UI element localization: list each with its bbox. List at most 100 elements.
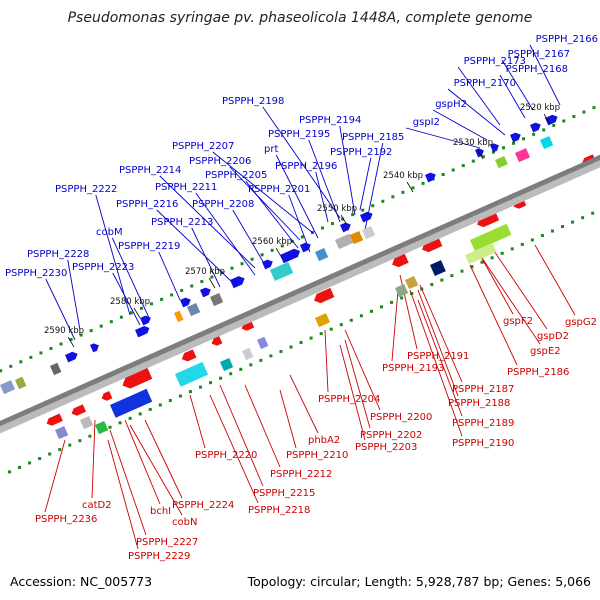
track-tick <box>520 242 524 246</box>
track-tick <box>562 119 566 123</box>
track-tick <box>512 141 516 145</box>
gene-leader-reverse <box>409 289 463 437</box>
gene-label-forward: PSPPH_2192 <box>330 147 392 158</box>
track-tick <box>500 251 504 255</box>
track-tick <box>481 155 485 159</box>
gene-feature <box>175 361 209 387</box>
track-tick <box>591 211 595 215</box>
track-tick <box>401 190 405 194</box>
track-tick <box>592 106 596 110</box>
kbp-leader <box>133 307 141 319</box>
gene-leader-forward <box>501 59 534 111</box>
gene-feature <box>210 292 224 307</box>
gene-feature <box>362 225 376 240</box>
gene-feature <box>79 415 94 430</box>
track-tick <box>561 225 565 229</box>
gene-label-reverse: PSPPH_2193 <box>382 363 444 374</box>
gene-forward <box>490 143 499 153</box>
gene-label-forward: PSPPH_2208 <box>192 199 254 210</box>
gene-label-reverse: PSPPH_2186 <box>507 367 569 378</box>
gene-feature <box>430 260 446 276</box>
track-tick <box>128 416 132 420</box>
track-tick <box>369 309 373 313</box>
track-tick <box>349 318 353 322</box>
gene-leader-reverse <box>109 429 147 536</box>
kbp-label: 2590 kbp <box>44 326 84 336</box>
track-tick <box>421 181 425 185</box>
gene-label-reverse: PSPPH_2236 <box>35 514 97 525</box>
gene-label-forward: PSPPH_2230 <box>5 268 67 279</box>
gene-leader-reverse <box>324 329 329 393</box>
gene-label-reverse: PSPPH_2203 <box>355 442 417 453</box>
kbp-label: 2540 kbp <box>383 171 423 181</box>
gene-leader-reverse <box>279 389 297 449</box>
gene-label-forward: PSPPH_2185 <box>342 132 404 143</box>
gene-forward <box>140 315 151 326</box>
track-tick <box>341 217 345 221</box>
gene-label-reverse: PSPPH_2191 <box>407 351 469 362</box>
gene-label-reverse: gspE2 <box>530 346 561 357</box>
gene-label-reverse: PSPPH_2227 <box>136 537 198 548</box>
track-tick <box>451 168 455 172</box>
track-tick <box>450 274 454 278</box>
track-tick <box>532 132 536 136</box>
track-tick <box>199 385 203 389</box>
track-tick <box>390 300 394 304</box>
track-tick <box>69 338 73 342</box>
track-tick <box>0 369 3 373</box>
topology-text: Topology: circular; Length: 5,928,787 bp… <box>247 574 591 589</box>
gene-leader-reverse <box>91 419 96 499</box>
gene-forward <box>280 248 301 264</box>
gene-leader-forward <box>45 278 76 341</box>
track-tick <box>571 220 575 224</box>
gene-leader-reverse <box>417 299 463 417</box>
gene-label-forward: PSPPH_2223 <box>72 262 134 273</box>
track-tick <box>329 327 333 331</box>
gene-label-reverse: PSPPH_2202 <box>360 430 422 441</box>
track-tick <box>160 297 164 301</box>
track-tick <box>88 434 92 438</box>
gene-label-reverse: gspD2 <box>537 331 569 342</box>
gene-label-forward: PSPPH_2211 <box>155 182 217 193</box>
gene-feature <box>173 310 184 323</box>
track-tick <box>7 470 11 474</box>
gene-label-forward: PSPPH_2194 <box>299 115 361 126</box>
track-tick <box>170 293 174 297</box>
gene-leader-forward <box>499 74 526 119</box>
gene-label-forward: PSPPH_2201 <box>248 184 310 195</box>
gene-label-reverse: PSPPH_2229 <box>128 551 190 562</box>
gene-leader-reverse <box>469 264 518 366</box>
track-tick <box>79 333 83 337</box>
track-tick <box>400 296 404 300</box>
track-tick <box>361 208 365 212</box>
gene-label-forward: PSPPH_2222 <box>55 184 117 195</box>
track-tick <box>230 266 234 270</box>
track-tick <box>430 283 434 287</box>
gene-forward <box>300 242 311 253</box>
track-tick <box>19 360 23 364</box>
gene-forward <box>530 122 541 133</box>
gene-leader-forward <box>158 251 181 301</box>
track-tick <box>351 213 355 217</box>
gene-leader-forward <box>232 209 266 266</box>
gene-label-reverse: PSPPH_2224 <box>172 500 234 511</box>
gene-label-forward: PSPPH_2205 <box>205 170 267 181</box>
gene-label-forward: PSPPH_2196 <box>275 161 337 172</box>
gene-forward <box>90 343 99 353</box>
track-tick <box>180 288 184 292</box>
gene-leader-reverse <box>419 284 463 383</box>
gene-label-reverse: bchI <box>150 506 171 517</box>
gene-feature <box>540 135 554 150</box>
gene-leader-forward <box>156 209 233 283</box>
gene-label-forward: cobM <box>96 227 123 238</box>
gene-label-forward: PSPPH_2207 <box>172 141 234 152</box>
gene-leader-reverse <box>129 424 183 516</box>
kbp-leader <box>340 214 348 226</box>
gene-leader-reverse <box>124 419 161 505</box>
gene-label-forward: PSPPH_2198 <box>222 96 284 107</box>
track-tick <box>200 280 204 284</box>
gene-reverse <box>241 320 255 331</box>
gene-forward <box>510 132 521 143</box>
track-tick <box>9 364 13 368</box>
